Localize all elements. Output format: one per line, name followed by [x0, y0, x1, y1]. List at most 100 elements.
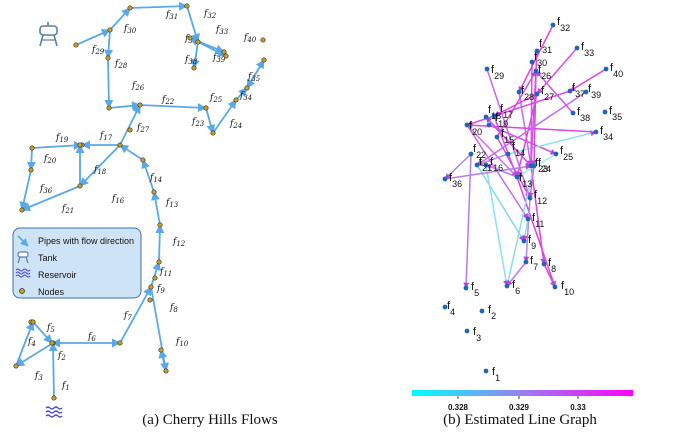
pipe-label: f3: [34, 371, 43, 382]
colorbar-tick-label: 0.329: [509, 403, 530, 412]
estimated-edge: [485, 164, 510, 287]
colorbar-tick-label: 0.33: [570, 403, 586, 412]
pipe-edge: [189, 37, 225, 54]
estimated-edge: [485, 164, 518, 178]
line-graph-node-label: f5: [471, 281, 479, 298]
network-node: [184, 3, 190, 9]
line-graph-node: [602, 109, 608, 115]
pipe-label: f7: [123, 311, 132, 322]
network-node: [147, 297, 153, 303]
legend-tank-icon: [17, 251, 29, 264]
line-graph-node-label: f31: [539, 38, 552, 55]
reservoir-icon: [45, 406, 63, 418]
legend-reservoir: Reservoir: [38, 270, 77, 280]
panel-a: f1 f2 f3 f4 f5 f6 f7 f8 f10 f9 f11 f12 f13 f14 f16 f17 f…: [12, 1, 267, 418]
estimated-edge: [543, 263, 556, 288]
line-graph-node-label: f12: [534, 189, 547, 206]
tank-icon: [39, 22, 58, 47]
network-node: [73, 42, 79, 48]
pipe-label: f38: [184, 55, 198, 66]
line-graph-node: [479, 308, 485, 314]
pipe-edge: [158, 349, 168, 372]
pipe-edge: [186, 5, 200, 43]
pipe-label: f6: [87, 332, 96, 343]
line-graph-node-label: f27: [541, 85, 554, 102]
estimated-edge: [488, 124, 557, 155]
line-graph-node: [504, 283, 510, 289]
line-graph-node: [553, 151, 559, 157]
pipe-label: f22: [161, 95, 175, 106]
line-graph-node-label: f16: [490, 156, 503, 173]
caption-a: (a) Cherry Hills Flows: [142, 412, 278, 428]
pipe-edge: [151, 191, 161, 226]
line-graph-node-label: f8: [548, 257, 556, 274]
line-graph-node: [570, 110, 576, 116]
estimated-edge: [444, 153, 472, 180]
estimated-edge: [518, 91, 534, 167]
line-graph-node: [483, 114, 489, 120]
line-graph-node-label: f17: [500, 103, 513, 120]
pipe-label: f29: [91, 45, 105, 56]
line-graph-node: [574, 45, 580, 51]
line-graph-node-label: f20: [469, 120, 482, 137]
line-graph-node: [531, 163, 537, 169]
line-graph-node-label: f37: [572, 82, 585, 99]
network-node: [261, 57, 267, 63]
network-node: [152, 275, 158, 281]
pipe-edge: [15, 342, 54, 367]
legend-pipes: Pipes with flow direction: [38, 236, 134, 246]
estimated-edge: [536, 47, 578, 95]
network-node: [203, 105, 209, 111]
colorbar: 0.328 0.329 0.33: [412, 390, 633, 412]
line-graph-node-label: f4: [447, 300, 455, 317]
line-graph-node: [567, 88, 573, 94]
legend-reservoir-icon: [15, 268, 31, 278]
pipe-edge: [21, 185, 81, 212]
pipe-edge: [104, 57, 114, 109]
network-node: [106, 105, 112, 111]
estimated-edge: [476, 91, 587, 166]
line-graph-node: [486, 122, 492, 128]
estimated-edge: [505, 165, 535, 287]
pipe-label: f13: [165, 198, 179, 209]
pipe-label: f24: [229, 119, 242, 130]
line-graph-node-label: f40: [610, 62, 623, 79]
legend-tank: Tank: [38, 253, 58, 263]
pipe-label: f12: [172, 237, 186, 248]
line-graph-node: [523, 259, 529, 265]
network-node: [117, 340, 123, 346]
line-graph-node-label: f38: [577, 106, 590, 123]
pipe-label: f32: [203, 9, 217, 20]
pipe-edge: [141, 159, 155, 193]
estimated-edge: [506, 261, 527, 287]
pipe-edge: [32, 321, 53, 344]
estimated-edge: [466, 124, 518, 178]
line-graph-node: [474, 162, 480, 168]
network-node: [158, 347, 164, 353]
pipe-label: f16: [111, 194, 125, 205]
line-graph-node: [521, 238, 527, 244]
estimated-edge: [516, 176, 557, 288]
network-node: [30, 319, 36, 325]
pipe-label: f26: [131, 81, 145, 92]
estimated-edge: [535, 70, 574, 114]
line-graph-node-label: f24: [538, 157, 551, 174]
network-node: [151, 189, 157, 195]
network-node: [157, 222, 163, 228]
pipe-edge: [48, 342, 58, 399]
estimated-edge: [466, 90, 571, 127]
line-graph-node-label: f30: [534, 51, 547, 68]
line-graph-node-label: f3: [473, 326, 481, 343]
estimated-edge: [463, 153, 472, 289]
line-graph-node: [527, 195, 533, 201]
legend: Pipes with flow direction Tank Reservoir No…: [12, 227, 142, 299]
estimated-edge: [466, 124, 529, 220]
line-graph-node-label: f29: [491, 64, 504, 81]
network-node: [233, 97, 239, 103]
line-graph-node: [541, 261, 547, 267]
network-node: [127, 5, 133, 11]
pipe-edge: [109, 7, 131, 31]
estimated-edge: [523, 197, 531, 263]
pipe-label: f18: [93, 165, 107, 176]
